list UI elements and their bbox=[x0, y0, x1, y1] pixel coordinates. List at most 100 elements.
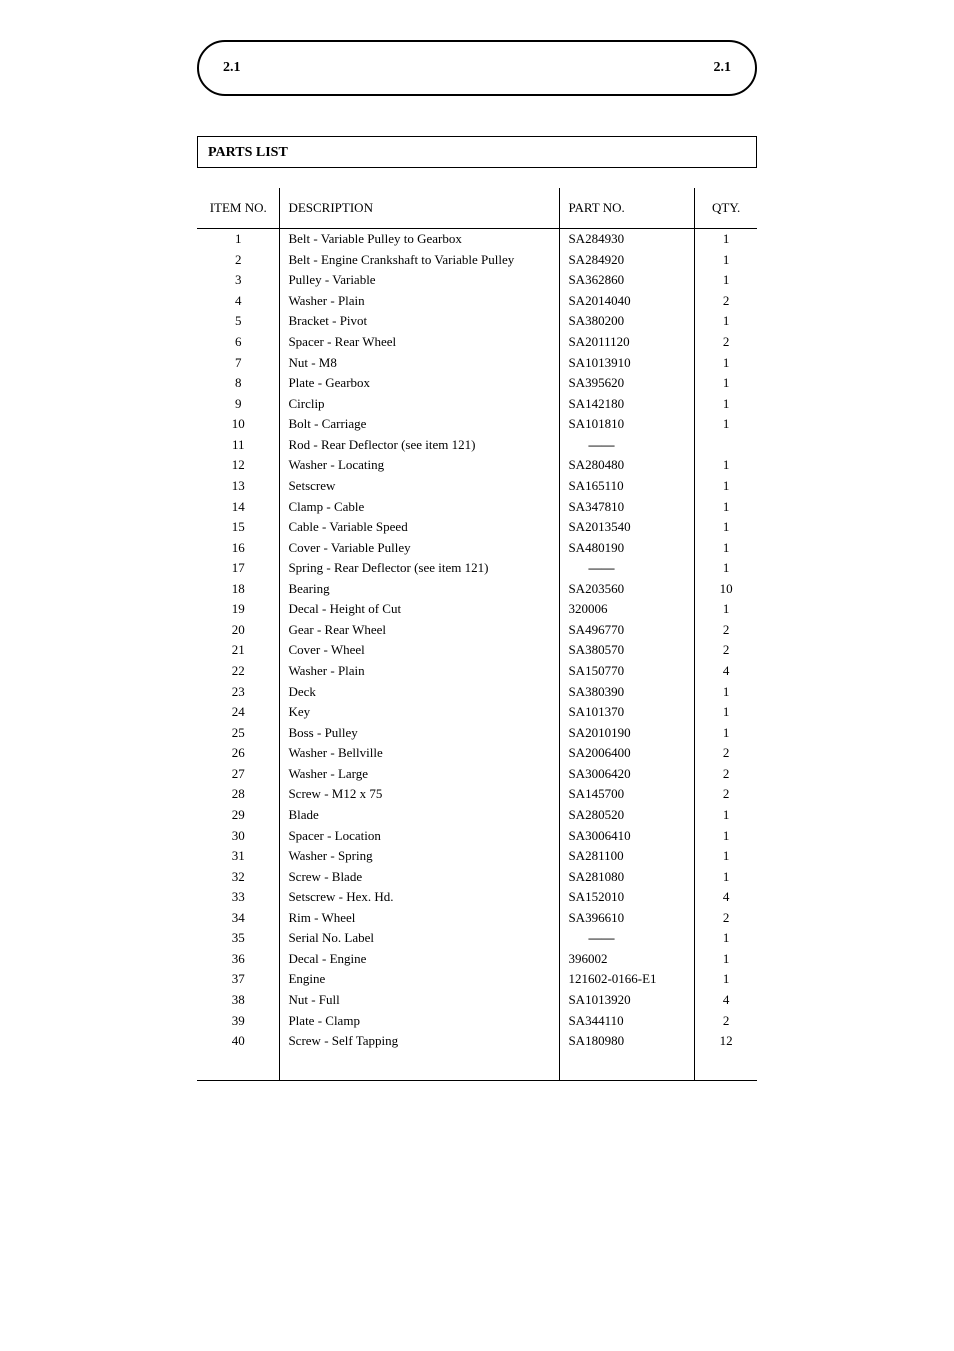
table-row: 16Cover - Variable PulleySA4801901 bbox=[197, 537, 757, 558]
cell-part: SA180980 bbox=[560, 1031, 695, 1081]
header-item: ITEM NO. bbox=[197, 188, 280, 229]
cell-part: SA380200 bbox=[560, 311, 695, 332]
cell-part: 320006 bbox=[560, 599, 695, 620]
table-row: 20Gear - Rear WheelSA4967702 bbox=[197, 620, 757, 641]
cell-qty: 1 bbox=[695, 599, 757, 620]
table-row: 17Spring - Rear Deflector (see item 121)… bbox=[197, 558, 757, 579]
cell-qty: 1 bbox=[695, 866, 757, 887]
cell-qty: 1 bbox=[695, 496, 757, 517]
cell-desc: Washer - Bellville bbox=[280, 743, 560, 764]
cell-part: SA280480 bbox=[560, 455, 695, 476]
cell-desc: Pulley - Variable bbox=[280, 270, 560, 291]
cell-item: 1 bbox=[197, 229, 280, 250]
cell-desc: Gear - Rear Wheel bbox=[280, 620, 560, 641]
cell-desc: Bolt - Carriage bbox=[280, 414, 560, 435]
cell-part: SA396610 bbox=[560, 908, 695, 929]
cell-qty: 1 bbox=[695, 825, 757, 846]
cell-desc: Spacer - Rear Wheel bbox=[280, 332, 560, 353]
table-row: 26Washer - BellvilleSA20064002 bbox=[197, 743, 757, 764]
table-row: 18BearingSA20356010 bbox=[197, 579, 757, 600]
cell-qty: 2 bbox=[695, 743, 757, 764]
table-row: 9CirclipSA1421801 bbox=[197, 394, 757, 415]
cell-part: 396002 bbox=[560, 949, 695, 970]
table-row: 11Rod - Rear Deflector (see item 121)—— bbox=[197, 435, 757, 456]
cell-desc: Rod - Rear Deflector (see item 121) bbox=[280, 435, 560, 456]
cell-part: SA380390 bbox=[560, 681, 695, 702]
cell-item: 12 bbox=[197, 455, 280, 476]
table-row: 25Boss - PulleySA20101901 bbox=[197, 723, 757, 744]
cell-item: 25 bbox=[197, 723, 280, 744]
cell-part: SA165110 bbox=[560, 476, 695, 497]
cell-qty: 4 bbox=[695, 990, 757, 1011]
cell-qty: 2 bbox=[695, 620, 757, 641]
header-container: 2.1 2.1 bbox=[197, 40, 757, 96]
cell-desc: Boss - Pulley bbox=[280, 723, 560, 744]
cell-desc: Nut - Full bbox=[280, 990, 560, 1011]
cell-qty: 1 bbox=[695, 558, 757, 579]
cell-part: SA380570 bbox=[560, 640, 695, 661]
table-row: 30Spacer - LocationSA30064101 bbox=[197, 825, 757, 846]
cell-item: 34 bbox=[197, 908, 280, 929]
cell-item: 8 bbox=[197, 373, 280, 394]
cell-qty: 1 bbox=[695, 373, 757, 394]
cell-item: 13 bbox=[197, 476, 280, 497]
cell-qty: 1 bbox=[695, 681, 757, 702]
cell-item: 33 bbox=[197, 887, 280, 908]
section-title: PARTS LIST bbox=[208, 145, 288, 160]
cell-part: SA101370 bbox=[560, 702, 695, 723]
cell-qty: 1 bbox=[695, 270, 757, 291]
cell-item: 32 bbox=[197, 866, 280, 887]
cell-qty: 1 bbox=[695, 969, 757, 990]
table-row: 27Washer - LargeSA30064202 bbox=[197, 764, 757, 785]
cell-part: SA344110 bbox=[560, 1010, 695, 1031]
cell-part: SA2014040 bbox=[560, 291, 695, 312]
cell-qty: 1 bbox=[695, 537, 757, 558]
table-body: 1Belt - Variable Pulley to GearboxSA2849… bbox=[197, 229, 757, 1081]
cell-qty: 1 bbox=[695, 949, 757, 970]
cell-item: 19 bbox=[197, 599, 280, 620]
cell-qty: 1 bbox=[695, 414, 757, 435]
cell-qty: 1 bbox=[695, 846, 757, 867]
cell-desc: Clamp - Cable bbox=[280, 496, 560, 517]
table-row: 4Washer - PlainSA20140402 bbox=[197, 291, 757, 312]
table-row: 32Screw - BladeSA2810801 bbox=[197, 866, 757, 887]
cell-qty: 2 bbox=[695, 291, 757, 312]
cell-qty: 4 bbox=[695, 661, 757, 682]
cell-item: 26 bbox=[197, 743, 280, 764]
header-right: 2.1 bbox=[714, 60, 732, 76]
cell-part: —— bbox=[560, 558, 695, 579]
cell-part: SA142180 bbox=[560, 394, 695, 415]
table-header-row: ITEM NO. DESCRIPTION PART NO. QTY. bbox=[197, 188, 757, 229]
cell-desc: Nut - M8 bbox=[280, 352, 560, 373]
table-row: 24KeySA1013701 bbox=[197, 702, 757, 723]
cell-qty: 1 bbox=[695, 311, 757, 332]
cell-qty: 4 bbox=[695, 887, 757, 908]
cell-item: 6 bbox=[197, 332, 280, 353]
table-row: 19Decal - Height of Cut3200061 bbox=[197, 599, 757, 620]
cell-desc: Setscrew bbox=[280, 476, 560, 497]
cell-item: 31 bbox=[197, 846, 280, 867]
cell-item: 9 bbox=[197, 394, 280, 415]
cell-qty: 2 bbox=[695, 784, 757, 805]
table-row: 29BladeSA2805201 bbox=[197, 805, 757, 826]
header-part: PART NO. bbox=[560, 188, 695, 229]
cell-part: SA2006400 bbox=[560, 743, 695, 764]
parts-table: ITEM NO. DESCRIPTION PART NO. QTY. 1Belt… bbox=[197, 188, 757, 1081]
table-row: 10Bolt - CarriageSA1018101 bbox=[197, 414, 757, 435]
cell-qty: 1 bbox=[695, 394, 757, 415]
table-row: 1Belt - Variable Pulley to GearboxSA2849… bbox=[197, 229, 757, 250]
cell-part: SA101810 bbox=[560, 414, 695, 435]
cell-desc: Washer - Large bbox=[280, 764, 560, 785]
cell-part: SA150770 bbox=[560, 661, 695, 682]
table-row: 6Spacer - Rear WheelSA20111202 bbox=[197, 332, 757, 353]
cell-item: 22 bbox=[197, 661, 280, 682]
cell-part: SA496770 bbox=[560, 620, 695, 641]
cell-desc: Belt - Variable Pulley to Gearbox bbox=[280, 229, 560, 250]
cell-part: SA284920 bbox=[560, 250, 695, 271]
table-row: 15Cable - Variable SpeedSA20135401 bbox=[197, 517, 757, 538]
table-row: 7Nut - M8SA10139101 bbox=[197, 352, 757, 373]
table-row: 34Rim - WheelSA3966102 bbox=[197, 908, 757, 929]
cell-part: SA2011120 bbox=[560, 332, 695, 353]
cell-item: 27 bbox=[197, 764, 280, 785]
header-box: 2.1 2.1 bbox=[197, 40, 757, 96]
